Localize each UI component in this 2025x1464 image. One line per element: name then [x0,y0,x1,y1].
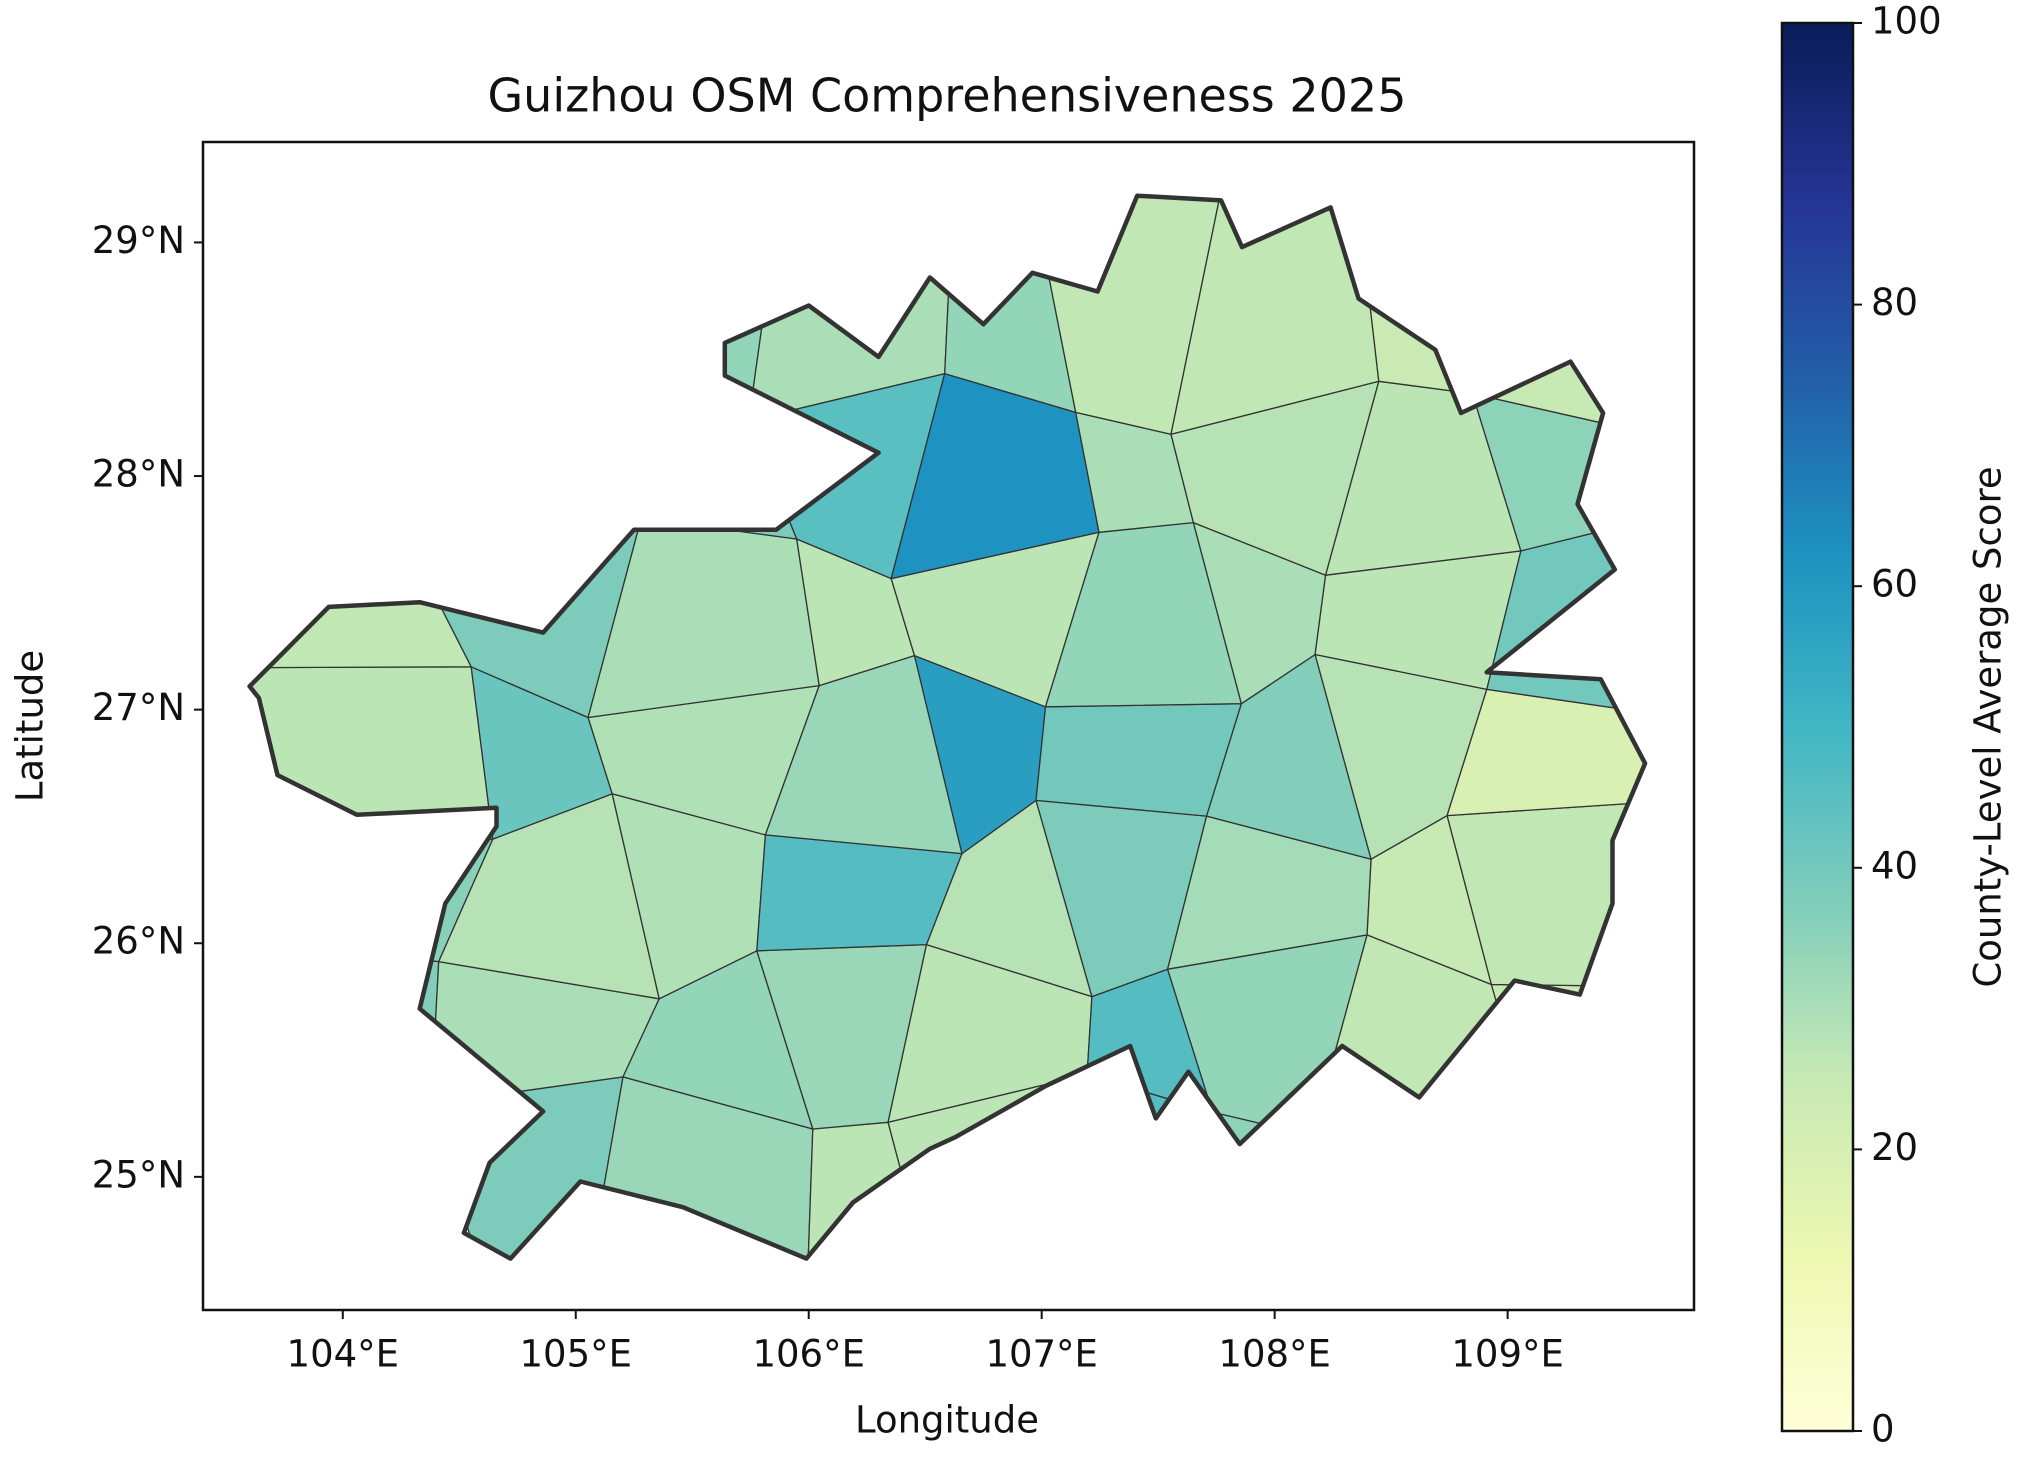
county-region [1490,983,1646,1095]
county-region [1170,195,1380,436]
y-tick-label: 28°N [92,453,185,496]
province-outline [247,193,1648,1261]
axes-frame [201,140,1696,1312]
y-tick-label: 29°N [92,219,185,262]
county-region [640,419,798,540]
county-region [1031,1073,1241,1259]
y-tick-label: 27°N [92,686,185,729]
x-axis-label: Longitude [855,1399,1039,1442]
y-tick-label: 25°N [92,1153,185,1196]
colorbar-tick-label: 0 [1871,1408,1895,1451]
colorbar-label: County-Level Average Score [1967,466,2010,987]
x-tick-label: 107°E [985,1333,1098,1376]
colorbar [1780,21,1855,1433]
chart-title: Guizhou OSM Comprehensiveness 2025 [488,69,1407,123]
colorbar-tick-label: 80 [1871,281,1918,324]
x-tick-label: 109°E [1451,1333,1564,1376]
y-axis-label: Latitude [9,650,52,802]
colorbar-tick-label: 40 [1871,844,1918,887]
county-region [249,666,494,852]
x-tick-label: 108°E [1218,1333,1331,1376]
county-region [1446,688,1646,817]
x-tick-label: 106°E [752,1333,865,1376]
county-region [1450,195,1646,440]
colorbar-tick-label: 100 [1871,0,1942,43]
colorbar-tick-label: 60 [1871,563,1918,606]
county-region [1311,1081,1521,1259]
county-region [249,936,440,1140]
map-regions [249,195,1646,1259]
y-tick-label: 26°N [92,920,185,963]
colorbar-tick-label: 20 [1871,1126,1918,1169]
x-tick-label: 104°E [287,1333,400,1376]
x-tick-label: 105°E [520,1333,633,1376]
county-region [1211,1111,1332,1259]
county-region [1035,703,1243,817]
county-region [249,557,473,669]
county-region [1166,934,1368,1137]
